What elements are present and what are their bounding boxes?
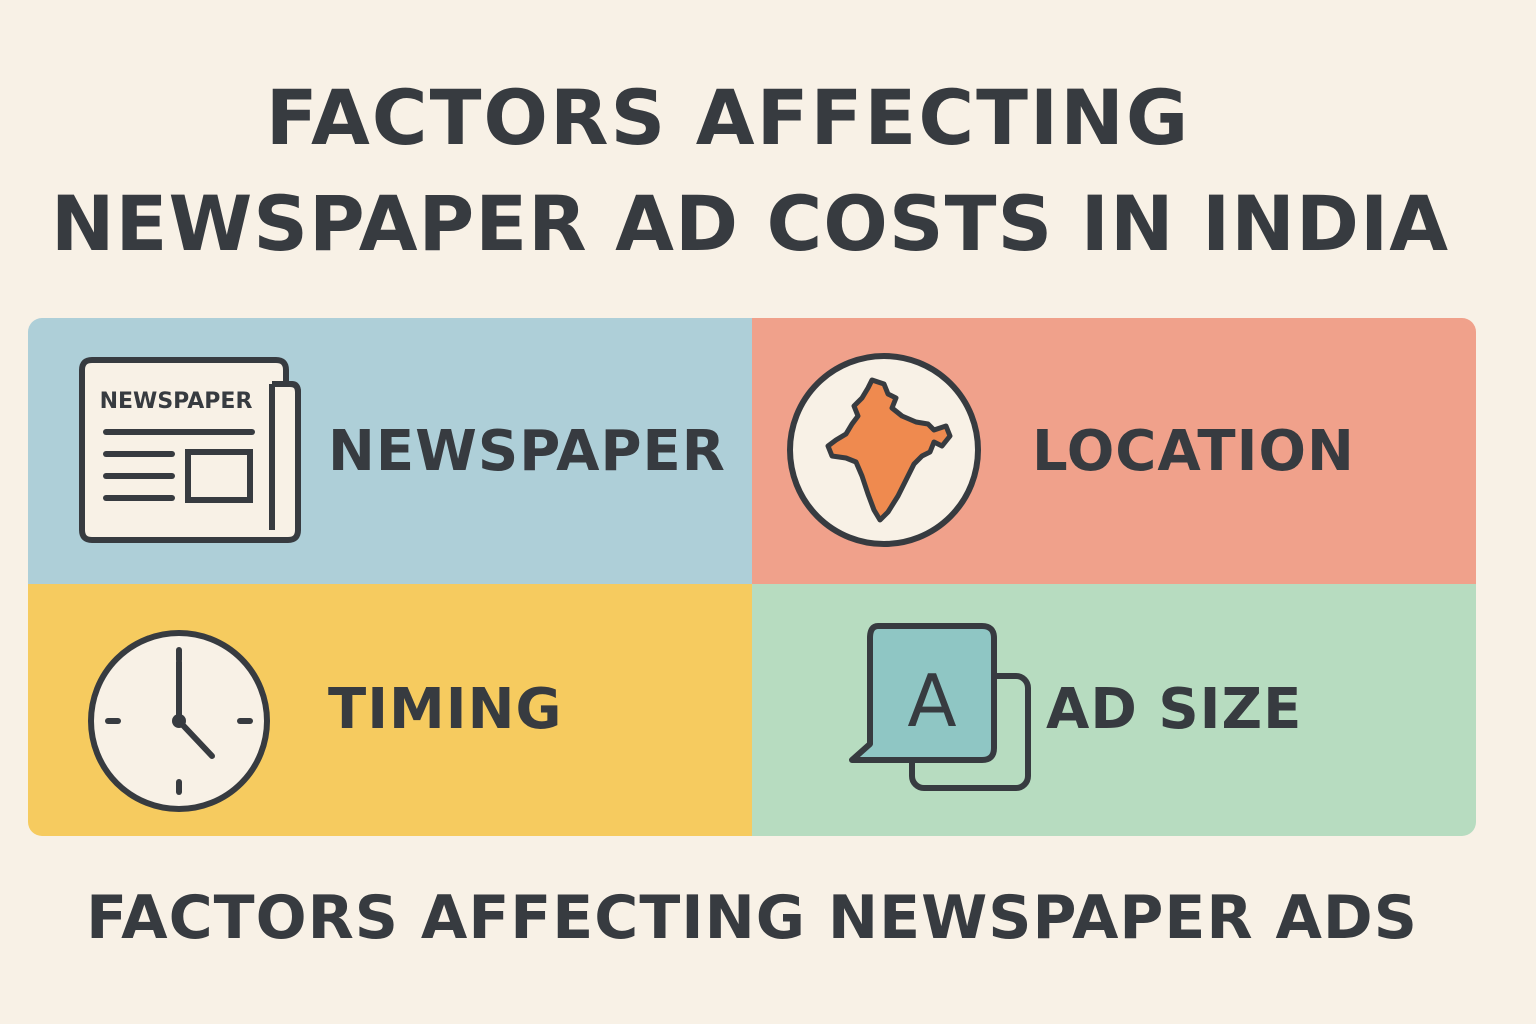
newspaper-icon-masthead: NEWSPAPER: [100, 389, 253, 414]
factor-ad-size: A AD SIZE: [752, 584, 1476, 836]
factor-label-ad-size: AD SIZE: [1046, 677, 1303, 742]
ad-size-icon: A: [849, 623, 1031, 791]
factor-label-timing: TIMING: [328, 677, 563, 742]
newspaper-icon: NEWSPAPER: [79, 357, 301, 543]
ad-size-icon-letter: A: [907, 659, 956, 743]
title-line-2: NEWSPAPER AD COSTS IN INDIA: [50, 179, 1450, 268]
factor-timing: TIMING: [28, 584, 752, 836]
factor-newspaper: NEWSPAPER NEWSPAPER: [28, 318, 752, 584]
title-line-1: FACTORS AFFECTING: [265, 73, 1191, 162]
india-map-icon: [787, 353, 981, 547]
footer-caption: FACTORS AFFECTING NEWSPAPER ADS: [86, 883, 1418, 953]
factors-grid: NEWSPAPER NEWSPAPER LOCATION TIMING: [28, 318, 1476, 836]
factor-location: LOCATION: [752, 318, 1476, 584]
factor-label-newspaper: NEWSPAPER: [328, 419, 726, 484]
factor-label-location: LOCATION: [1032, 419, 1355, 484]
clock-icon: [88, 630, 270, 812]
